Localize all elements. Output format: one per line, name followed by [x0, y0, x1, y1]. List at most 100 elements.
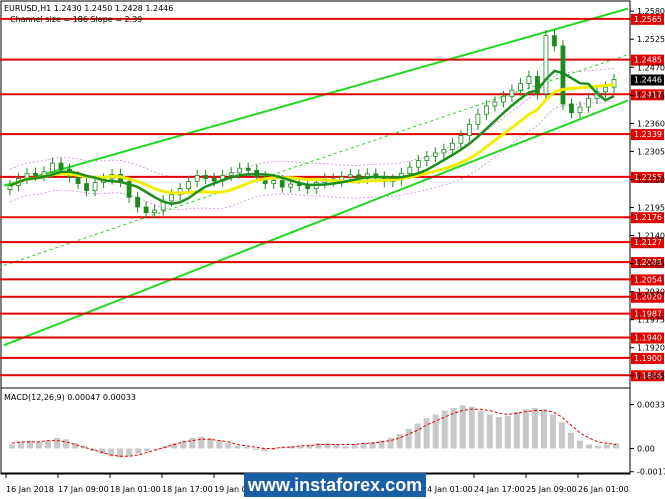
macd-histogram-bar: [540, 409, 547, 449]
candle-body: [152, 209, 158, 214]
macd-histogram-bar: [504, 415, 511, 449]
moving-average-fast: [9, 69, 615, 206]
level-price-box: [631, 291, 664, 303]
candle-body: [245, 167, 251, 171]
macd-histogram-bar: [459, 405, 466, 449]
macd-signal-line: [11, 408, 617, 457]
level-price-box: [631, 129, 664, 141]
macd-histogram-bar: [99, 448, 106, 454]
candle-body: [75, 176, 81, 184]
channel-line-lower: [3, 99, 629, 347]
price-tick-label: 1.2030: [637, 288, 665, 297]
time-tick-label: 24 Jan 17:00: [474, 485, 525, 494]
candle-body: [203, 174, 209, 179]
candle-body: [407, 166, 413, 174]
candle-body: [535, 76, 540, 95]
time-tick-label: 18 Jan 17:00: [162, 485, 213, 494]
candle-body: [603, 86, 608, 93]
chart-symbol-header: EURUSD,H1 1.2430 1.2450 1.2428 1.2446: [4, 4, 173, 13]
macd-histogram-bar: [144, 448, 151, 452]
level-price-label: 1.2176: [634, 213, 662, 222]
macd-histogram-bar: [189, 438, 196, 449]
candle-body: [288, 183, 294, 188]
candle-body: [228, 172, 234, 176]
macd-histogram-bar: [613, 443, 619, 449]
macd-histogram-bar: [117, 448, 124, 458]
macd-histogram-bar: [9, 444, 15, 449]
level-price-label: 1.2339: [634, 130, 662, 139]
candle-body: [135, 196, 141, 208]
macd-histogram-bar: [603, 444, 610, 449]
candle-body: [169, 194, 175, 202]
candle-body: [458, 135, 464, 144]
candle-body: [586, 97, 591, 108]
level-price-box: [631, 89, 664, 101]
price-axis: 1.2580 1.2525 1.2470 1.2415 1.2360 1.2305 1.22…: [630, 7, 665, 381]
time-tick-label: 16 Jan 2018: [6, 485, 54, 494]
level-price-label: 1.1866: [634, 371, 662, 380]
macd-histogram-bar: [306, 444, 313, 449]
macd-histogram-bar: [261, 448, 268, 452]
level-price-label: 1.2088: [634, 258, 662, 267]
macd-histogram-bar: [216, 440, 223, 449]
macd-histogram-bar: [72, 443, 79, 449]
macd-histogram-bar: [180, 440, 187, 449]
price-tick-label: 1.2195: [637, 204, 665, 213]
level-price-box: [631, 237, 664, 249]
level-price-label: 1.1987: [634, 310, 662, 319]
macd-histogram-bar: [432, 414, 439, 449]
candle-body: [449, 142, 455, 150]
candle-body: [577, 106, 583, 114]
macd-histogram-bar: [405, 428, 412, 449]
candle-body: [441, 148, 447, 154]
price-tick-label: 1.2525: [637, 35, 665, 44]
candle-body: [41, 171, 47, 176]
level-price-label: 1.1900: [634, 354, 662, 363]
channel-line-middle: [3, 54, 629, 266]
time-tick-label: 26 Jan 01:00: [578, 485, 629, 494]
candle-body: [432, 152, 438, 157]
macd-histogram-bar: [441, 410, 448, 449]
level-price-box: [631, 308, 664, 320]
candle-body: [33, 172, 38, 176]
macd-histogram-bar: [414, 423, 421, 449]
current-price-label: 1.2446: [634, 76, 662, 85]
candles-layer: [7, 30, 617, 219]
macd-histogram-bar: [18, 441, 25, 449]
macd-histogram-bar: [135, 448, 142, 454]
macd-histogram-bar: [108, 448, 115, 457]
candle-body: [509, 89, 515, 97]
macd-histogram-bar: [63, 439, 70, 449]
envelope-upper: [9, 67, 615, 178]
macd-panel: MACD(12,26,9) 0.00047 0.00033 0.003360.0…: [0, 387, 665, 477]
macd-histogram-bar: [387, 438, 394, 449]
macd-histogram-bar: [198, 436, 205, 449]
price-tick-label: 1.2085: [637, 260, 665, 269]
macd-histogram-bar: [243, 447, 250, 449]
macd-histogram-bar: [315, 443, 322, 449]
candle-body: [569, 103, 574, 114]
macd-histogram-bar: [81, 445, 88, 449]
macd-histogram-bar: [171, 443, 178, 449]
macd-histogram-bar: [27, 440, 34, 449]
candle-body: [186, 181, 192, 190]
candle-body: [279, 180, 285, 188]
level-price-box: [631, 54, 664, 66]
macd-histogram-bar: [333, 444, 340, 449]
macd-histogram-bar: [450, 407, 457, 449]
macd-histogram-bar: [513, 411, 520, 449]
macd-histogram-bar: [234, 445, 241, 449]
level-price-label: 1.2565: [634, 15, 662, 24]
price-tick-label: 1.2305: [637, 147, 665, 156]
candle-body: [50, 162, 55, 173]
watermark-box: [244, 473, 426, 497]
channel-layer: [3, 7, 629, 347]
macd-histogram-bar: [522, 409, 529, 449]
level-price-box: [631, 274, 664, 286]
macd-histogram-bar: [594, 445, 601, 449]
macd-histogram-bar: [153, 448, 160, 450]
macd-histogram-bar: [36, 441, 43, 449]
level-price-box: [631, 212, 664, 224]
price-tick-label: 1.1975: [637, 316, 665, 325]
macd-histogram-bar: [468, 406, 475, 449]
